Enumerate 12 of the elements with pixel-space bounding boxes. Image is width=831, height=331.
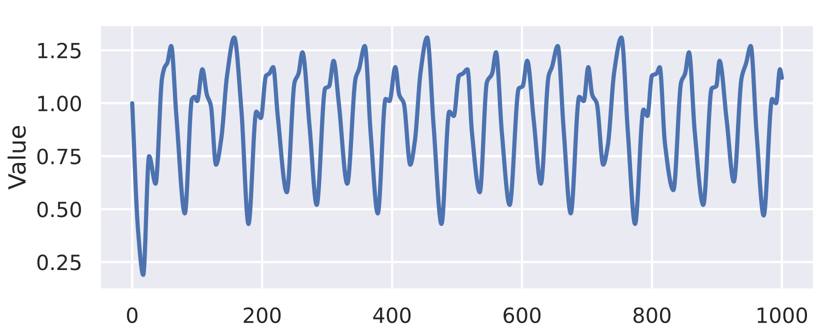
x-tick-label: 0 (126, 307, 138, 324)
y-tick-label: 1.25 (38, 42, 81, 58)
x-tick-label: 600 (504, 307, 541, 324)
x-tick-label: 800 (633, 307, 670, 324)
y-tick-label: 0.50 (37, 202, 81, 218)
y-tick-label: 0.25 (37, 254, 81, 270)
y-tick-label: 0.75 (37, 148, 81, 164)
x-tick-label: 1000 (758, 307, 808, 324)
x-tick-label: 200 (244, 307, 281, 324)
x-tick-label: 400 (373, 307, 411, 324)
y-axis-title: Value (8, 126, 26, 190)
y-tick-label: 1.00 (38, 96, 81, 112)
